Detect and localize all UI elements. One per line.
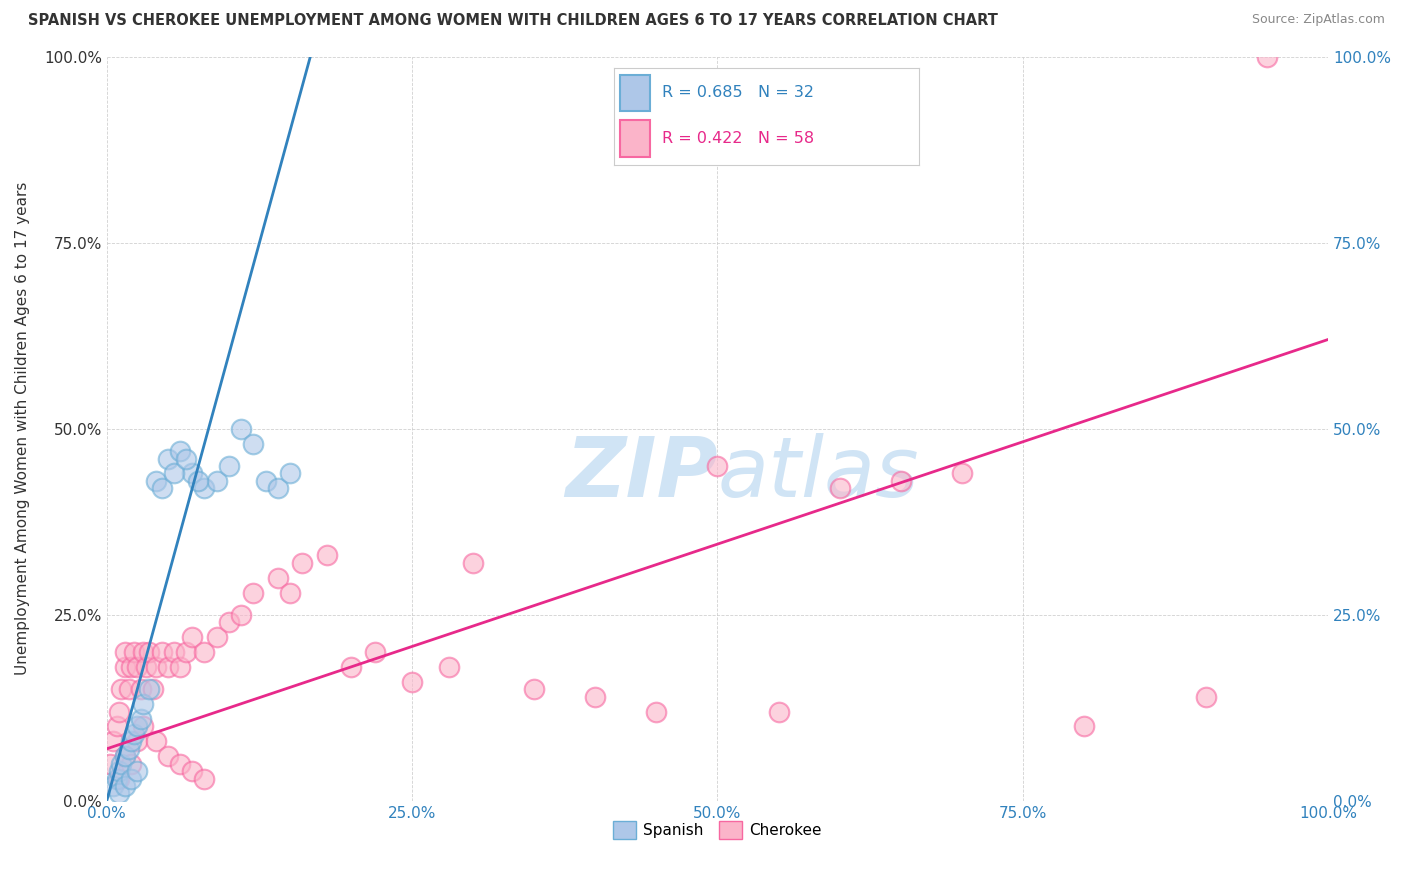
Point [114,749,136,764]
Point [1073,719,1095,733]
Point [100,756,122,771]
Point [218,458,240,473]
Point [110,756,132,771]
Point [135,660,157,674]
Point [127,719,149,733]
Point [205,630,228,644]
Point [181,467,204,481]
Point [174,645,197,659]
Point [108,764,131,778]
Point [187,474,209,488]
Point [315,549,337,563]
Point [108,705,131,719]
Point [950,467,973,481]
Point [110,682,132,697]
Point [101,779,124,793]
Point [156,451,179,466]
Point [156,660,179,674]
Y-axis label: Unemployment Among Women with Children Ages 6 to 17 years: Unemployment Among Women with Children A… [15,182,30,675]
Text: SPANISH VS CHEROKEE UNEMPLOYMENT AMONG WOMEN WITH CHILDREN AGES 6 TO 17 YEARS CO: SPANISH VS CHEROKEE UNEMPLOYMENT AMONG W… [28,13,998,29]
Point [181,630,204,644]
Point [122,727,145,741]
Point [890,474,912,488]
Point [364,645,387,659]
Point [267,481,290,495]
Point [169,660,191,674]
Point [181,764,204,778]
Point [129,682,152,697]
Point [142,682,165,697]
Point [267,571,290,585]
Point [132,719,155,733]
Point [120,756,142,771]
Point [156,749,179,764]
Point [218,615,240,630]
Point [1256,50,1278,64]
Point [120,734,142,748]
Point [132,697,155,711]
Point [583,690,606,704]
Text: ZIP: ZIP [565,433,717,514]
Point [205,474,228,488]
Point [150,645,173,659]
Point [401,674,423,689]
Point [105,719,128,733]
Point [193,481,215,495]
Point [150,481,173,495]
Point [523,682,546,697]
Point [145,660,167,674]
Text: atlas: atlas [717,433,920,514]
Point [120,772,142,786]
Point [1195,690,1218,704]
Point [340,660,363,674]
Point [193,645,215,659]
Point [127,734,149,748]
Point [437,660,460,674]
Point [138,645,160,659]
Point [118,741,141,756]
Point [118,682,141,697]
Point [127,764,149,778]
Point [122,645,145,659]
Point [828,481,851,495]
Point [174,451,197,466]
Point [463,556,485,570]
Point [108,787,131,801]
Point [163,467,186,481]
Point [108,772,131,786]
Point [242,585,264,599]
Text: Source: ZipAtlas.com: Source: ZipAtlas.com [1251,13,1385,27]
Point [768,705,790,719]
Point [105,772,128,786]
Point [138,682,160,697]
Point [169,756,191,771]
Point [169,444,191,458]
Point [706,458,728,473]
Legend: Spanish, Cherokee: Spanish, Cherokee [607,814,828,846]
Point [278,585,301,599]
Point [101,734,124,748]
Point [278,467,301,481]
Point [163,645,186,659]
Point [645,705,668,719]
Point [132,645,155,659]
Point [127,660,149,674]
Point [193,772,215,786]
Point [229,607,252,622]
Point [229,422,252,436]
Point [120,660,142,674]
Point [114,749,136,764]
Point [114,660,136,674]
Point [145,474,167,488]
Point [114,779,136,793]
Point [291,556,314,570]
Point [145,734,167,748]
Point [242,436,264,450]
Point [114,645,136,659]
Point [254,474,277,488]
Point [129,712,152,726]
